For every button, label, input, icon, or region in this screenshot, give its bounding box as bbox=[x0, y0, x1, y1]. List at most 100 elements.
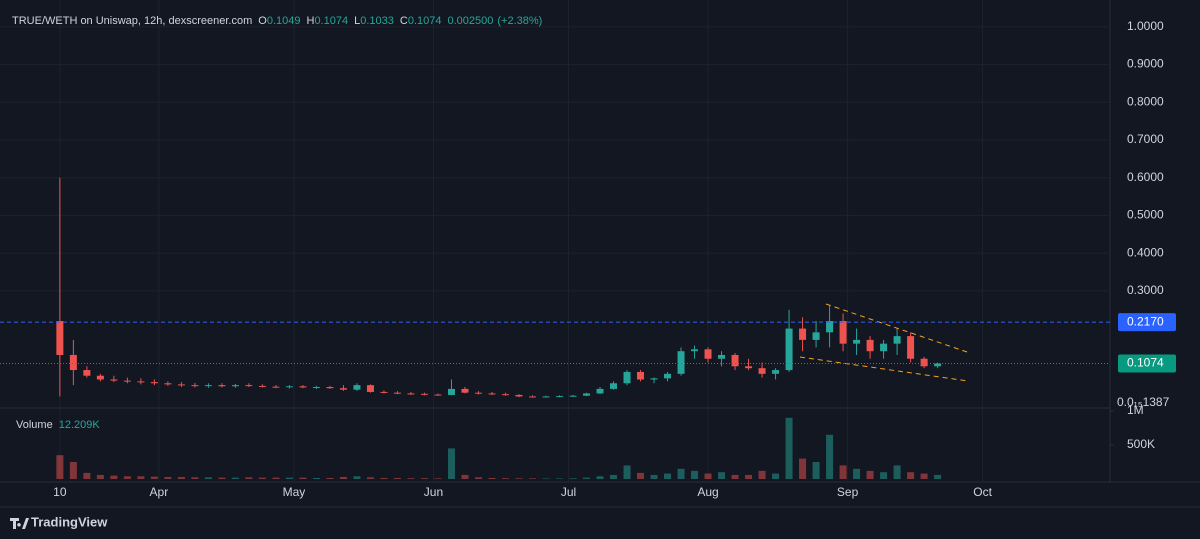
volume-bar bbox=[123, 476, 131, 479]
volume-bar bbox=[785, 417, 793, 479]
candle-body bbox=[326, 387, 334, 389]
candle-body bbox=[447, 388, 455, 395]
candle-body bbox=[650, 378, 658, 380]
volume-bar bbox=[853, 468, 861, 479]
candle-body bbox=[56, 321, 64, 355]
candle-body bbox=[258, 385, 266, 387]
volume-bar bbox=[745, 474, 753, 479]
volume-bar bbox=[285, 477, 293, 479]
logo-icon bbox=[10, 518, 29, 529]
candle-body bbox=[83, 370, 91, 376]
tradingview-logo: TradingView bbox=[10, 514, 108, 529]
marks bbox=[56, 177, 942, 479]
candle-body bbox=[704, 349, 712, 359]
candle-body bbox=[164, 383, 172, 385]
trendline bbox=[825, 303, 971, 354]
volume-bar bbox=[920, 473, 928, 479]
candle-body bbox=[177, 384, 185, 386]
candle-body bbox=[488, 393, 496, 395]
y-tick-label: 0.6000 bbox=[1127, 170, 1164, 184]
candle-body bbox=[218, 385, 226, 387]
candle-body bbox=[799, 328, 807, 340]
volume-bar bbox=[218, 477, 226, 479]
candle-body bbox=[474, 392, 482, 394]
x-tick-label: Oct bbox=[973, 485, 992, 499]
x-tick-label: Jun bbox=[424, 485, 443, 499]
volume-bar bbox=[893, 465, 901, 479]
candle-body bbox=[272, 386, 280, 388]
volume-bar bbox=[137, 476, 145, 479]
candle-body bbox=[596, 388, 604, 394]
candle-body bbox=[691, 349, 699, 352]
candle-body bbox=[353, 385, 361, 390]
volume-label: Volume bbox=[16, 419, 53, 431]
ohlc-value: 0.1033 bbox=[360, 15, 394, 27]
candle-body bbox=[366, 385, 374, 392]
volume-bar bbox=[366, 477, 374, 479]
volume-bar bbox=[583, 477, 591, 479]
volume-bar bbox=[326, 477, 334, 479]
volume-bar bbox=[623, 465, 631, 479]
candle-body bbox=[637, 371, 645, 380]
price-label: 0.2170 bbox=[1127, 314, 1164, 328]
volume-bar bbox=[528, 478, 536, 479]
volume-value: 12.209K bbox=[59, 419, 101, 431]
ohlc-key: O bbox=[258, 15, 267, 27]
volume-bar bbox=[231, 477, 239, 479]
candle-body bbox=[664, 373, 672, 379]
candle-body bbox=[380, 391, 388, 393]
volume-bar bbox=[272, 477, 280, 479]
candle-body bbox=[610, 383, 618, 389]
y-tick-label: 0.8000 bbox=[1127, 94, 1164, 108]
volume-bar bbox=[826, 434, 834, 479]
ohlc-value: 0.1074 bbox=[408, 15, 442, 27]
candle-body bbox=[204, 385, 212, 387]
ohlc-value: 0.1074 bbox=[314, 15, 348, 27]
ohlc-value: 0.1049 bbox=[267, 15, 301, 27]
volume-bar bbox=[501, 478, 509, 479]
volume-bar bbox=[542, 478, 550, 479]
candle-body bbox=[69, 354, 77, 371]
ohlc-key: C bbox=[400, 15, 408, 27]
volume-bar bbox=[637, 472, 645, 479]
volume-bar bbox=[569, 478, 577, 479]
candle-body bbox=[583, 393, 591, 396]
volume-tick-label: 1M bbox=[1127, 403, 1144, 417]
volume-bar bbox=[880, 472, 888, 479]
volume-bar bbox=[839, 465, 847, 479]
candle-body bbox=[434, 394, 442, 396]
change-pct: (+2.38%) bbox=[497, 15, 542, 27]
grid bbox=[0, 0, 1110, 482]
candle-body bbox=[853, 339, 861, 344]
candle-body bbox=[907, 336, 915, 359]
candle-body bbox=[623, 371, 631, 384]
volume-bar bbox=[677, 468, 685, 479]
volume-bar bbox=[758, 470, 766, 479]
volume-bar bbox=[447, 448, 455, 479]
candle-body bbox=[501, 394, 509, 396]
volume-legend: Volume 12.209K bbox=[16, 419, 100, 431]
candle-body bbox=[718, 354, 726, 359]
volume-bar bbox=[812, 462, 820, 479]
volume-tick-label: 500K bbox=[1127, 437, 1155, 451]
volume-bar bbox=[204, 477, 212, 479]
candle-body bbox=[245, 385, 253, 387]
y-tick-label: 0.7000 bbox=[1127, 132, 1164, 146]
volume-bar bbox=[718, 472, 726, 479]
volume-bar bbox=[610, 474, 618, 479]
x-tick-label: Jul bbox=[561, 485, 576, 499]
candle-body bbox=[515, 394, 523, 397]
candle-body bbox=[231, 385, 239, 387]
candle-body bbox=[812, 332, 820, 340]
candle-body bbox=[934, 363, 942, 367]
volume-bar bbox=[907, 472, 915, 479]
symbol-title: TRUE/WETH on Uniswap, 12h, dexscreener.c… bbox=[12, 15, 252, 27]
candle-body bbox=[785, 328, 793, 371]
volume-bar bbox=[393, 477, 401, 479]
y-tick-label: 0.4000 bbox=[1127, 245, 1164, 259]
volume-bar bbox=[866, 470, 874, 479]
volume-bar bbox=[353, 476, 361, 479]
candle-body bbox=[677, 351, 685, 374]
